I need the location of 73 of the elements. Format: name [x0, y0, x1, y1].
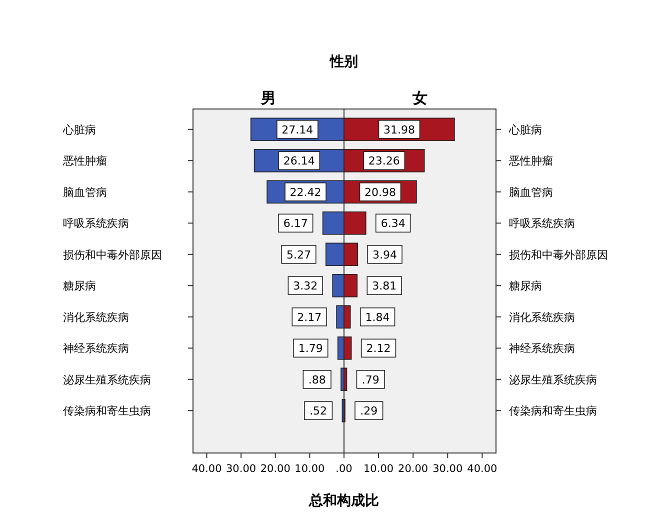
value-label-box: 26.14: [278, 151, 320, 170]
value-label-box: 3.32: [288, 276, 323, 296]
data-label: 5.27: [286, 248, 311, 262]
data-label: 2.17: [297, 310, 322, 324]
y-tick-label: 呼吸系统疾病: [509, 217, 575, 230]
data-label: .29: [360, 404, 378, 418]
data-label: 26.14: [283, 154, 315, 168]
value-label-box: 6.17: [278, 214, 314, 233]
value-label-box: 6.34: [376, 214, 411, 233]
y-tick-label: 神经系统疾病: [509, 342, 575, 356]
y-tick-label: 糖尿病: [509, 280, 542, 293]
value-label-box: 2.17: [292, 307, 327, 326]
y-tick-label: 损伤和中毒外部原因: [509, 248, 608, 262]
data-label: 22.42: [290, 186, 322, 199]
value-label-box: 3.94: [367, 244, 402, 264]
x-tick-label: 20.00: [260, 463, 290, 475]
chart-title: 男: [260, 89, 276, 107]
value-label-box: 1.79: [293, 338, 328, 358]
x-tick-label: 10.00: [364, 463, 394, 475]
y-tick-label: 脑血管病: [63, 186, 107, 199]
y-tick-label: 消化系统疾病: [63, 310, 129, 324]
data-label: 27.14: [282, 123, 314, 136]
y-tick-label: 传染病和寄生虫病: [509, 404, 597, 418]
data-label: 6.17: [283, 217, 308, 230]
data-label: 3.94: [372, 248, 398, 262]
y-tick-label: 糖尿病: [63, 280, 96, 293]
data-label: 31.98: [383, 123, 415, 136]
data-label: 20.98: [364, 186, 396, 199]
value-label-box: 2.12: [360, 338, 396, 358]
x-tick-label: 30.00: [432, 463, 463, 475]
y-tick-label: 呼吸系统疾病: [63, 217, 129, 230]
value-label-box: 27.14: [276, 120, 318, 139]
data-label: 3.81: [372, 280, 397, 293]
x-axis-title: 总和构成比: [308, 493, 379, 509]
y-tick-label: 损伤和中毒外部原因: [63, 248, 162, 262]
value-label-box: 31.98: [378, 120, 420, 139]
y-tick-label: 消化系统疾病: [509, 310, 575, 324]
chart-title: 女: [412, 89, 428, 107]
value-label-box: 5.27: [281, 244, 316, 264]
y-tick-label: 恶性肿瘤: [62, 154, 107, 168]
y-tick-label: 传染病和寄生虫病: [63, 404, 151, 418]
data-label: 1.84: [365, 310, 390, 324]
y-tick-label: 泌尿生殖系统疾病: [63, 373, 151, 386]
data-label: 2.12: [366, 342, 391, 356]
y-tick-label: 心脏病: [62, 123, 96, 136]
y-tick-label: 心脏病: [508, 123, 542, 136]
data-label: 23.26: [368, 154, 400, 168]
data-label: 6.34: [380, 217, 406, 230]
value-label-box: .88: [302, 370, 332, 389]
y-tick-label: 脑血管病: [509, 186, 553, 199]
data-label: .79: [362, 373, 380, 386]
y-tick-label: 恶性肿瘤: [508, 154, 553, 168]
x-tick-label: 10.00: [294, 463, 325, 475]
x-tick-label: 20.00: [398, 463, 428, 475]
value-label-box: .79: [356, 370, 385, 389]
value-label-box: 3.81: [366, 276, 402, 296]
value-label-box: .29: [354, 401, 384, 420]
y-tick-label: 神经系统疾病: [63, 342, 129, 356]
data-label: 1.79: [298, 342, 323, 356]
data-label: 3.32: [293, 280, 318, 293]
value-label-box: 1.84: [360, 307, 396, 326]
data-label: .88: [308, 373, 326, 386]
x-tick-label: 40.00: [467, 463, 498, 475]
value-label-box: .52: [304, 401, 333, 420]
data-label: .52: [310, 404, 328, 418]
x-tick-label: .00: [336, 463, 352, 475]
x-tick-label: 40.00: [192, 463, 222, 475]
value-label-box: 23.26: [363, 151, 406, 170]
text: 性别: [329, 54, 358, 70]
value-label-box: 22.42: [284, 182, 326, 202]
y-tick-label: 泌尿生殖系统疾病: [509, 373, 597, 386]
x-tick-label: 30.00: [226, 463, 256, 475]
value-label-box: 20.98: [359, 182, 402, 202]
